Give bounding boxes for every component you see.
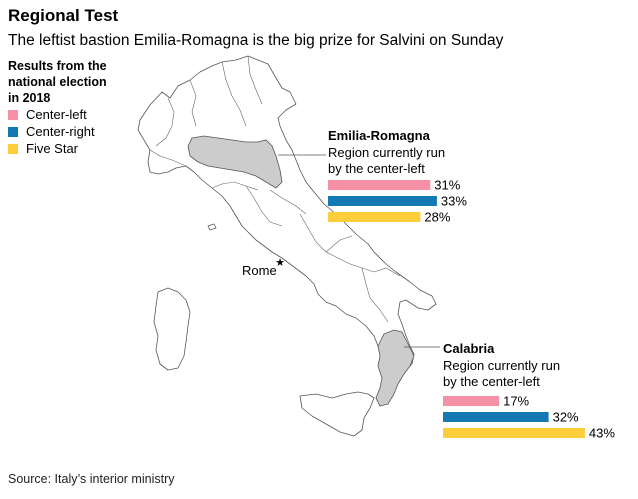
region-border (269, 189, 307, 215)
bar-value-label: 17% (503, 394, 529, 409)
calabria-title: Calabria (443, 341, 495, 356)
source-note: Source: Italy’s interior ministry (8, 472, 175, 486)
legend: Results from the national election in 20… (8, 58, 148, 157)
legend-heading-line: Results from the (8, 59, 107, 73)
rome-label: Rome (242, 263, 277, 278)
chart-title: Regional Test (8, 6, 119, 25)
bar-center-left (443, 396, 500, 406)
calabria-desc-line: by the center-left (443, 374, 540, 389)
region-border (373, 267, 401, 277)
legend-swatch-center-right (8, 126, 18, 137)
legend-heading-line: in 2018 (8, 91, 51, 105)
region-border (361, 267, 389, 323)
legend-swatch-center-left (8, 109, 18, 120)
region-border (299, 213, 339, 259)
legend-label: Center-left (26, 107, 87, 122)
region-border (337, 257, 375, 273)
region-border (245, 185, 283, 227)
emilia-romagna-desc-line: by the center-left (328, 161, 425, 176)
calabria-region (375, 329, 415, 407)
emilia-romagna-desc-line: Region currently run (328, 145, 445, 160)
calabria-chart: Calabria Region currently run by the cen… (443, 341, 615, 441)
region-border (155, 97, 175, 147)
legend-item-center-left: Center-left (8, 106, 148, 123)
legend-swatch-five-star (8, 143, 18, 154)
sardinia (153, 287, 191, 371)
bar-five-star (443, 428, 585, 438)
region-border (221, 61, 247, 127)
calabria-desc-line: Region currently run (443, 358, 560, 373)
bar-value-label: 32% (553, 410, 579, 425)
region-border (189, 79, 197, 127)
emilia-romagna-title: Emilia-Romagna (328, 128, 431, 143)
bar-value-label: 31% (434, 178, 460, 193)
legend-item-five-star: Five Star (8, 140, 148, 157)
bar-value-label: 33% (441, 194, 467, 209)
legend-label: Center-right (26, 124, 95, 139)
legend-label: Five Star (26, 141, 79, 156)
chart-subtitle: The leftist bastion Emilia-Romagna is th… (8, 32, 504, 49)
region-border (247, 55, 263, 105)
bar-center-right (443, 412, 549, 422)
region-border (149, 149, 187, 167)
rome-star-icon: ★ (275, 257, 285, 269)
bar-value-label: 28% (424, 210, 450, 225)
sicily (299, 391, 375, 437)
legend-item-center-right: Center-right (8, 123, 148, 140)
emilia-romagna-region (187, 135, 283, 189)
bar-value-label: 43% (589, 426, 615, 441)
emilia-romagna-chart: Emilia-Romagna Region currently run by t… (328, 128, 467, 225)
region-border (325, 235, 353, 253)
elba (207, 223, 217, 231)
bar-center-right (328, 196, 437, 206)
bar-five-star (328, 212, 421, 222)
region-border (211, 181, 259, 191)
bar-center-left (328, 180, 431, 190)
legend-heading-line: national election (8, 75, 107, 89)
